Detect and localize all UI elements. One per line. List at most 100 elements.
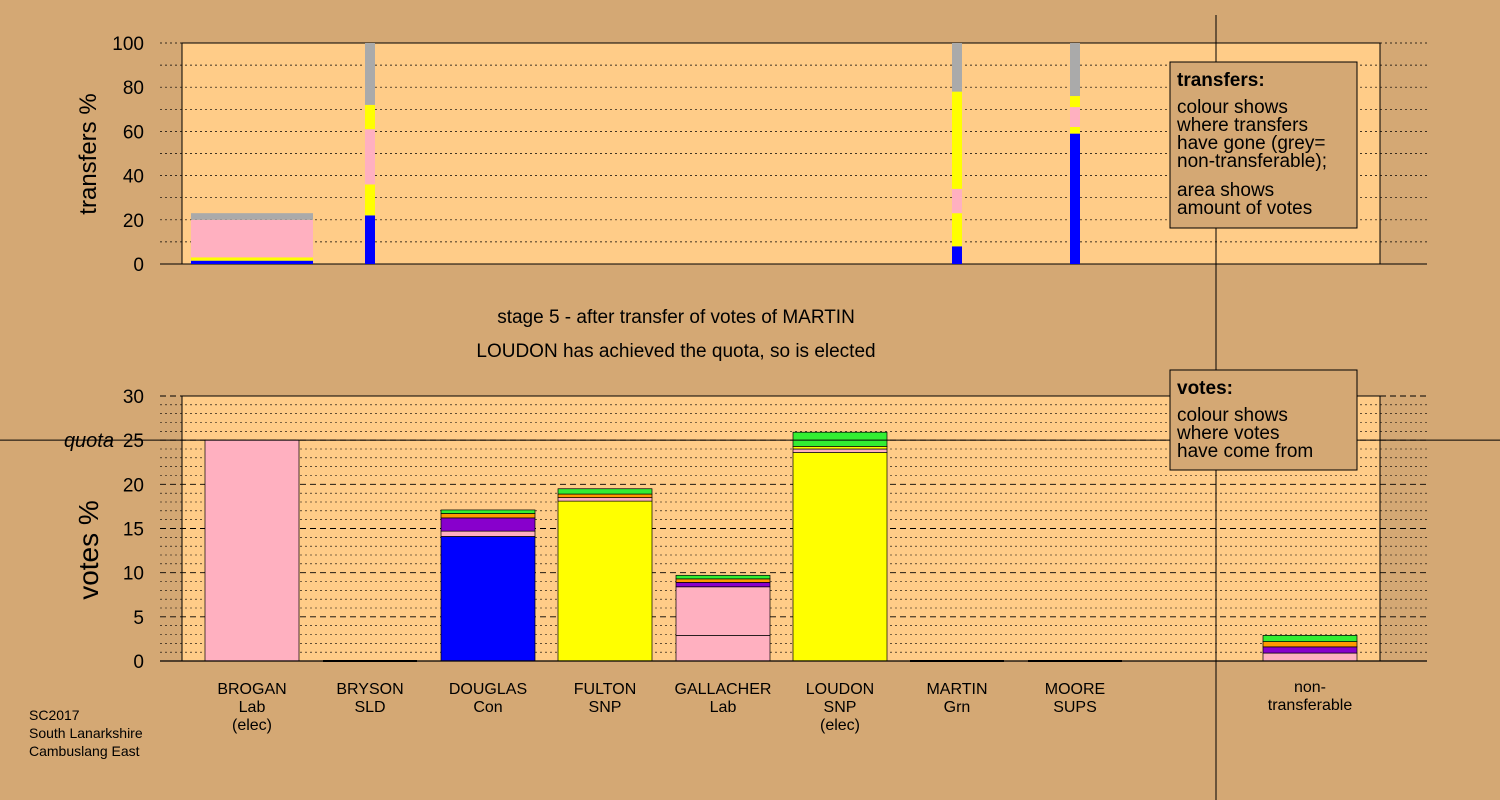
candidate-party-label: SLD <box>354 699 385 716</box>
vote-segment-fulton-grn <box>557 488 653 495</box>
transfer-segment-martin-snp <box>952 213 962 247</box>
candidate-status-label: (elec) <box>232 717 272 734</box>
candidate-name-label: GALLACHER <box>675 681 772 698</box>
candidate-party-label: Lab <box>239 699 266 716</box>
candidate-party-label: Lab <box>710 699 737 716</box>
candidate-name-label: DOUGLAS <box>449 681 527 698</box>
nontransferable-label-line: transferable <box>1268 697 1353 714</box>
transfers-y-axis-label: transfers % <box>75 93 102 214</box>
vote-segment-fulton-snp <box>557 500 653 662</box>
candidate-party-label: SUPS <box>1053 699 1097 716</box>
transfer-segment-bryson-lab <box>365 129 375 185</box>
transfers-legend-title: transfers: <box>1177 70 1265 91</box>
vote-segment-loudon-snp <box>792 452 888 662</box>
transfers-legend-line: where transfers <box>1176 115 1308 136</box>
votes-panel: 0 5 10 15 20 25 30 quota votes % <box>0 387 1500 673</box>
vote-segment-gallacher-lab <box>675 635 771 662</box>
stage-subtitle: LOUDON has achieved the quota, so is ele… <box>476 341 875 362</box>
transfers-y-tick-label: 40 <box>123 167 144 188</box>
vote-segment-douglas-con <box>440 536 536 662</box>
transfer-segment-bryson-con <box>365 215 375 264</box>
candidate-party-label: SNP <box>589 699 622 716</box>
votes-y-tick-label: 15 <box>123 520 144 541</box>
vote-segment-loudon-grn <box>792 431 888 447</box>
candidate-labels: BROGANLab(elec)BRYSONSLDDOUGLASConFULTON… <box>217 681 1105 734</box>
transfer-segment-brogan-lab <box>191 219 313 258</box>
candidate-name-label: FULTON <box>574 681 637 698</box>
transfer-segment-bryson-nontransferable <box>365 43 375 105</box>
vote-segment-gallacher-sld <box>675 578 771 583</box>
stage-title: stage 5 - after transfer of votes of MAR… <box>497 307 855 328</box>
vote-segment-douglas-lab <box>440 530 536 537</box>
transfer-segment-moore-snp <box>1070 96 1080 108</box>
votes-y-tick-label: 5 <box>133 608 144 629</box>
transfers-legend-line: have gone (grey= <box>1177 133 1325 154</box>
nontransferable-label: non-transferable <box>1268 679 1353 714</box>
vote-segment-gallacher-lab <box>675 586 771 636</box>
vote-segment-brogan-lab <box>204 439 300 662</box>
transfer-segment-moore-snp <box>1070 126 1080 134</box>
nontransferable-segment-lab <box>1262 652 1358 662</box>
vote-segment-gallacher-grn <box>675 574 771 580</box>
transfers-legend-line: colour shows <box>1177 97 1288 118</box>
votes-y-ticks: 0 5 10 15 20 25 30 <box>123 387 144 673</box>
transfer-segment-brogan-snp <box>191 257 313 261</box>
transfer-segment-martin-lab <box>952 188 962 214</box>
footer-line: Cambuslang East <box>29 743 140 759</box>
nontransferable-label-line: non- <box>1294 679 1326 696</box>
transfer-segment-brogan-con <box>191 260 313 264</box>
transfers-y-tick-label: 60 <box>123 122 144 143</box>
transfers-y-tick-label: 100 <box>112 34 144 55</box>
candidate-name-label: MOORE <box>1045 681 1105 698</box>
candidate-status-label: (elec) <box>820 717 860 734</box>
nontransferable-segment-sld <box>1262 641 1358 648</box>
transfer-segment-moore-nontransferable <box>1070 43 1080 97</box>
candidate-party-label: Grn <box>944 699 971 716</box>
transfers-legend-box <box>1169 61 1358 229</box>
vote-segment-douglas-sld <box>440 513 536 519</box>
transfers-y-tick-label: 0 <box>133 255 144 276</box>
votes-legend-box <box>1169 369 1358 471</box>
votes-y-tick-label: 20 <box>123 475 144 496</box>
votes-legend-line: have come from <box>1177 441 1313 462</box>
candidate-name-label: LOUDON <box>806 681 874 698</box>
candidate-party-label: SNP <box>824 699 857 716</box>
transfers-legend-line: non-transferable); <box>1177 151 1327 172</box>
votes-bars <box>160 431 1427 662</box>
nontransferable-segment-grn <box>1262 635 1358 642</box>
transfer-segment-brogan-nontransferable <box>191 213 313 220</box>
transfers-legend-line: amount of votes <box>1177 198 1312 219</box>
vote-segment-douglas-grn <box>440 509 536 514</box>
transfers-y-tick-label: 20 <box>123 211 144 232</box>
vote-segment-loudon-lab <box>792 448 888 453</box>
votes-legend-line: where votes <box>1176 423 1279 444</box>
vote-segment-fulton-sld <box>557 493 653 498</box>
transfer-segment-martin-nontransferable <box>952 43 962 92</box>
transfer-segment-martin-snp <box>952 91 962 189</box>
votes-y-axis-label: votes % <box>73 500 104 600</box>
quota-label: quota <box>64 430 114 452</box>
transfer-segment-martin-con <box>952 246 962 264</box>
candidate-party-label: Con <box>473 699 502 716</box>
transfers-bars <box>191 43 1080 264</box>
transfers-legend-line: area shows <box>1177 180 1274 201</box>
votes-y-tick-label: 10 <box>123 564 144 585</box>
transfer-segment-moore-con <box>1070 133 1080 264</box>
transfers-y-ticks: 0 20 40 60 80 100 <box>112 34 144 276</box>
transfer-segment-bryson-snp <box>365 104 375 130</box>
votes-legend-title: votes: <box>1177 378 1233 399</box>
votes-y-tick-label: 0 <box>133 652 144 673</box>
votes-y-tick-label: 25 <box>123 431 144 452</box>
vote-segment-loudon-snp <box>792 446 888 450</box>
footer-caption: SC2017 South Lanarkshire Cambuslang East <box>29 707 143 759</box>
candidate-name-label: BROGAN <box>217 681 286 698</box>
candidate-name-label: BRYSON <box>336 681 403 698</box>
transfers-y-tick-label: 80 <box>123 78 144 99</box>
votes-y-tick-label: 30 <box>123 387 144 408</box>
footer-line: South Lanarkshire <box>29 725 143 741</box>
vote-segment-gallacher-sups <box>675 582 771 588</box>
